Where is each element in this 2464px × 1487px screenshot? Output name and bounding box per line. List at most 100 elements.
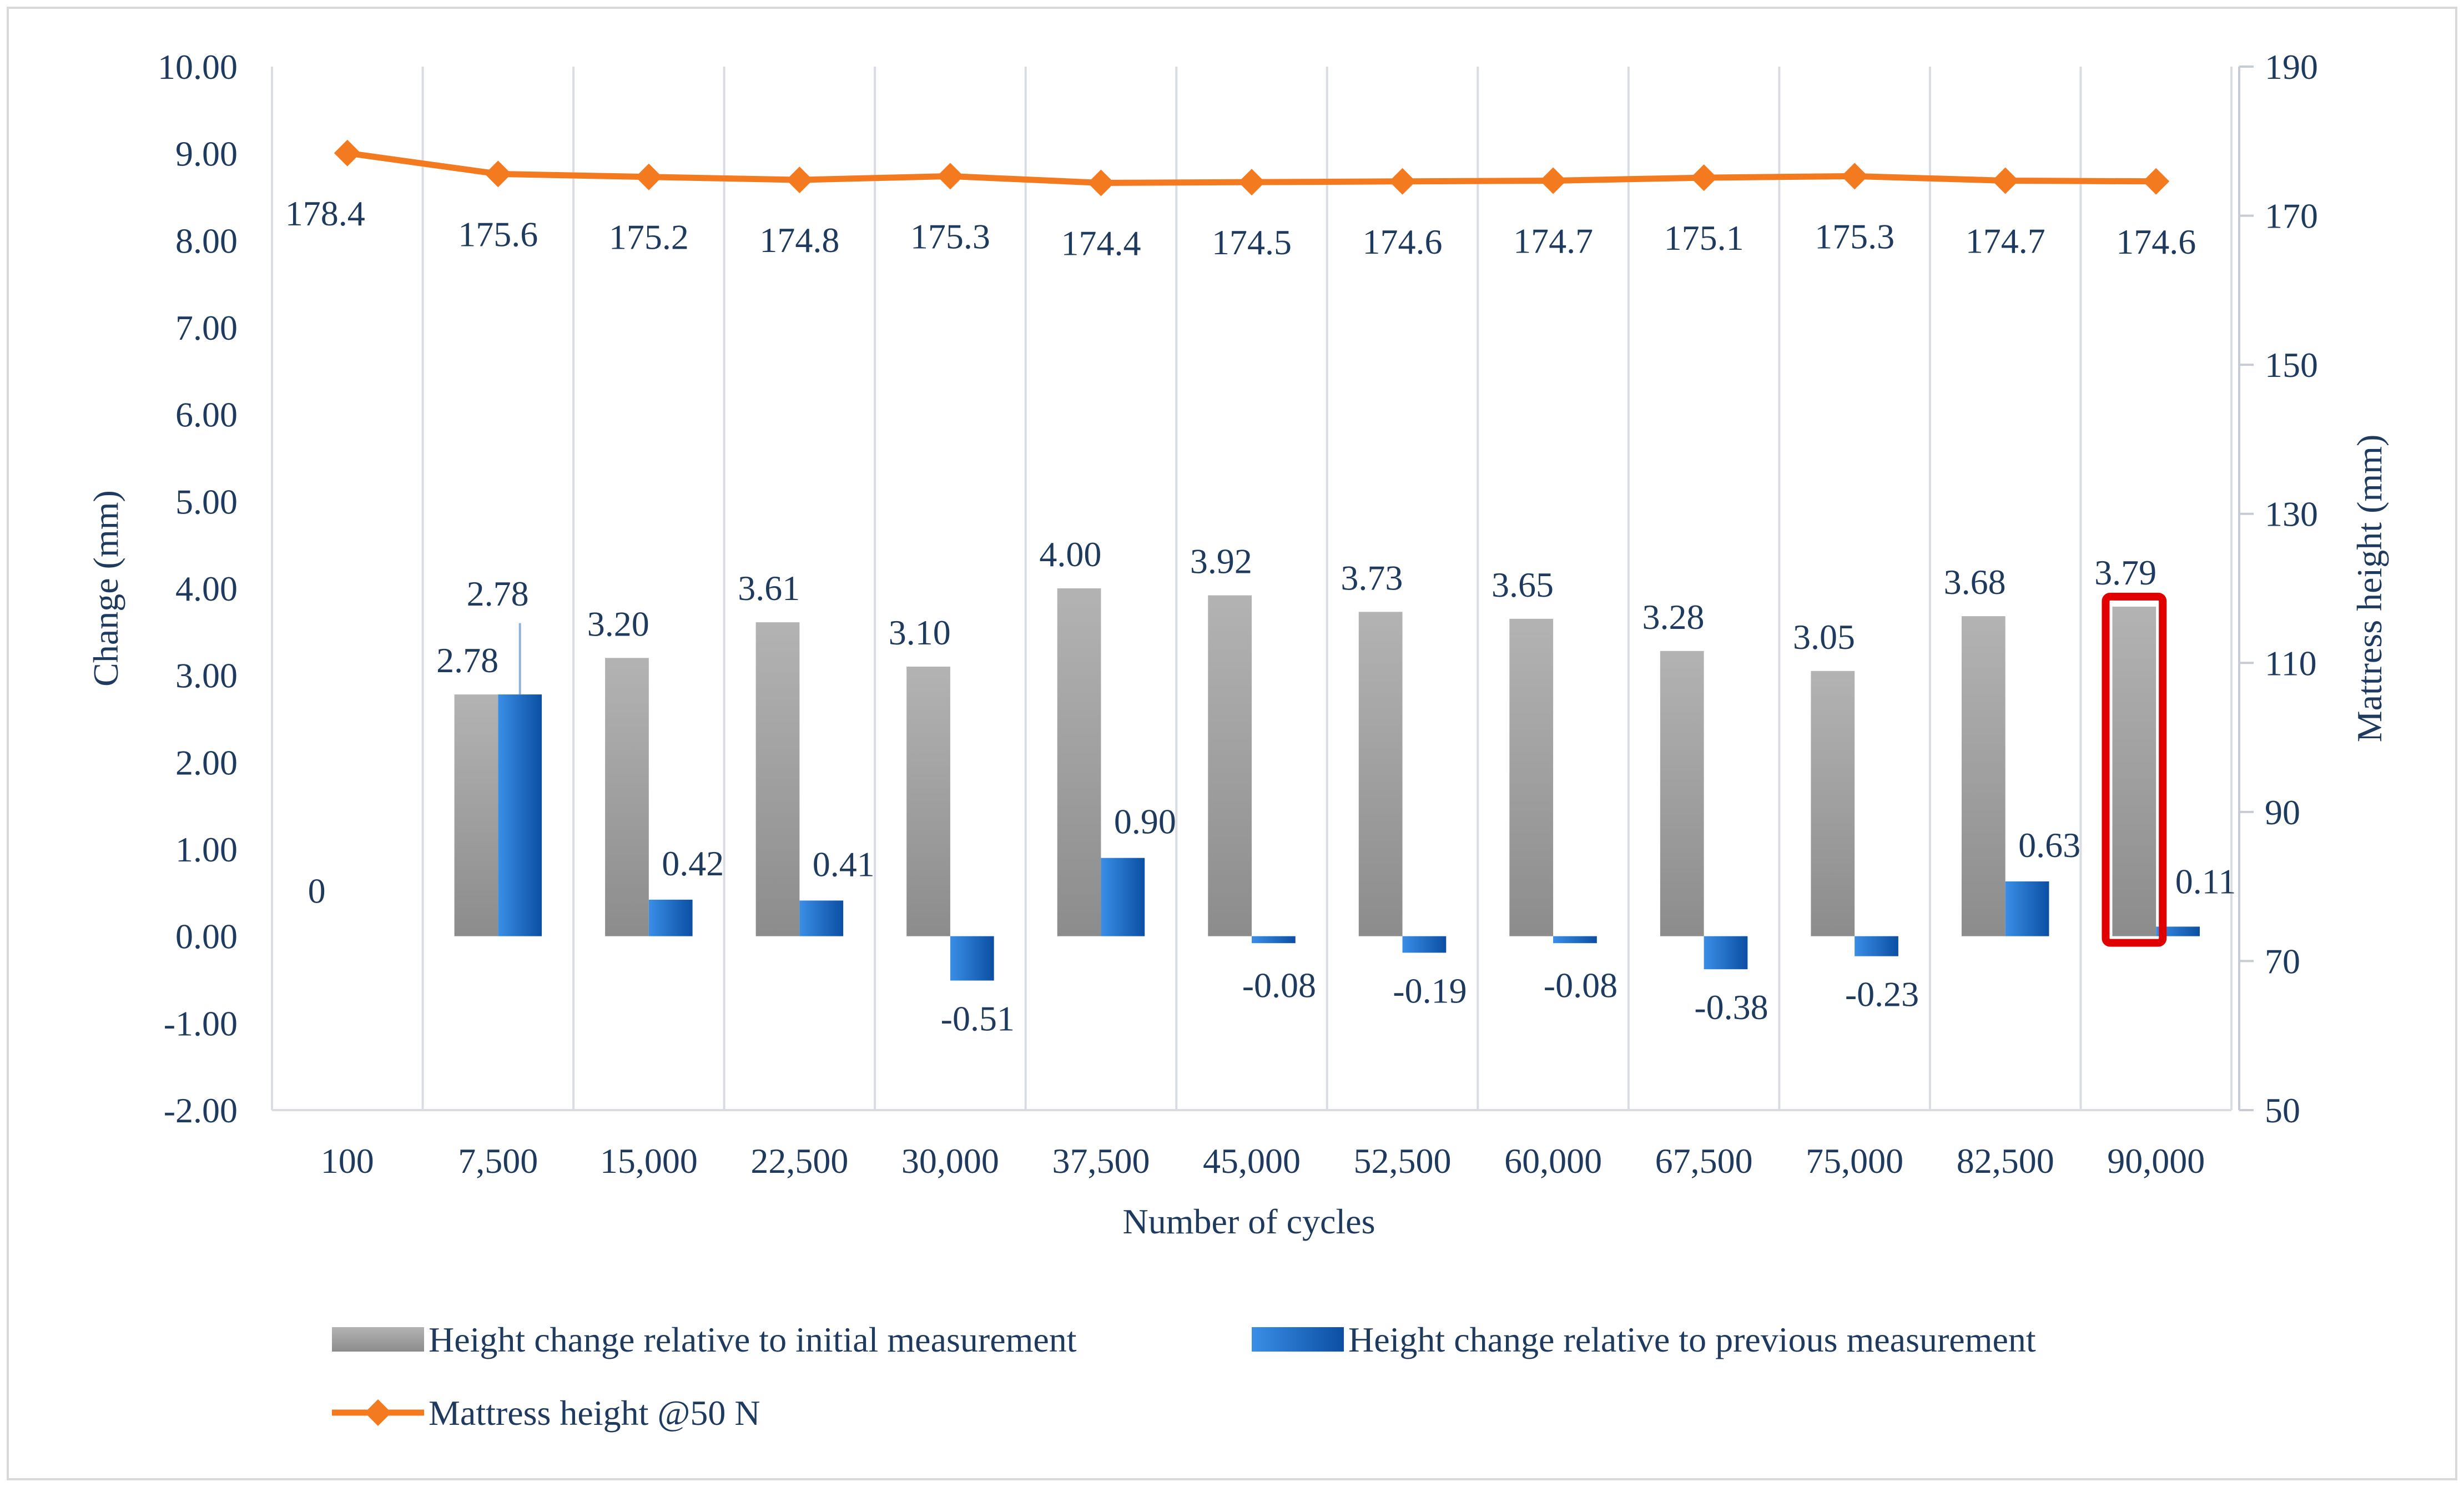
bar-initial — [1509, 618, 1554, 936]
data-label-mattress: 174.8 — [759, 220, 839, 260]
bar-previous — [1704, 936, 1748, 970]
y-tick-left: 5.00 — [175, 482, 238, 521]
x-tick: 52,500 — [1354, 1141, 1452, 1181]
x-tick: 37,500 — [1052, 1141, 1150, 1181]
point-mattress-height — [1540, 167, 1567, 194]
y-tick-left: -2.00 — [164, 1091, 238, 1130]
x-tick: 60,000 — [1504, 1141, 1602, 1181]
point-mattress-height — [1389, 168, 1416, 195]
bar-initial — [1057, 588, 1101, 936]
x-tick: 22,500 — [750, 1141, 848, 1181]
legend: Height change relative to initial measur… — [332, 1320, 2036, 1433]
bar-initial — [2112, 606, 2156, 936]
point-mattress-height — [1690, 164, 1717, 191]
line-layer — [334, 139, 2170, 196]
highlight-box — [2102, 592, 2167, 947]
bar-initial — [1358, 612, 1403, 936]
y-tick-right: 70 — [2265, 941, 2300, 981]
bar-initial — [605, 658, 649, 936]
bar-previous — [1402, 936, 1447, 953]
bar-previous — [2156, 926, 2200, 936]
x-tick: 75,000 — [1806, 1141, 1903, 1181]
point-mattress-height — [334, 139, 361, 167]
data-label-initial: 3.68 — [1944, 562, 2006, 602]
y-tick-left: 3.00 — [175, 656, 238, 695]
point-mattress-height — [786, 167, 813, 194]
data-label-previous: 0.90 — [1114, 802, 1176, 841]
data-label-initial: 3.61 — [738, 568, 800, 608]
y-tick-right: 90 — [2265, 793, 2300, 832]
bar-previous — [799, 900, 844, 936]
data-label-mattress: 175.3 — [910, 216, 990, 256]
bar-previous — [498, 694, 542, 936]
data-label-mattress: 174.5 — [1212, 223, 1292, 262]
data-label-previous: 2.78 — [467, 574, 529, 613]
x-tick: 15,000 — [600, 1141, 698, 1181]
data-label-mattress: 178.4 — [285, 194, 365, 233]
data-label-initial: 3.05 — [1793, 617, 1855, 657]
x-tick: 30,000 — [901, 1141, 999, 1181]
x-tick: 90,000 — [2107, 1141, 2205, 1181]
bar-initial — [454, 694, 498, 936]
y-tick-left: -1.00 — [164, 1004, 238, 1043]
legend-item-initial: Height change relative to initial measur… — [332, 1320, 1077, 1359]
bar-previous — [2005, 881, 2049, 936]
point-mattress-height — [1087, 169, 1115, 196]
bar-previous — [1553, 936, 1597, 944]
legend-item-previous: Height change relative to previous measu… — [1252, 1320, 2036, 1359]
data-label-mattress: 174.6 — [1363, 222, 1443, 261]
x-tick: 82,500 — [1957, 1141, 2054, 1181]
data-label-mattress: 175.2 — [609, 218, 689, 257]
bar-previous — [648, 899, 693, 936]
y-axis-right-title: Mattress height (mm) — [2350, 435, 2389, 743]
bar-initial — [755, 622, 800, 936]
bar-previous — [1252, 936, 1296, 944]
point-mattress-height — [2143, 168, 2170, 195]
bar-previous — [950, 936, 994, 981]
bar-initial — [906, 667, 950, 936]
y-tick-left: 1.00 — [175, 830, 238, 869]
x-tick: 45,000 — [1203, 1141, 1301, 1181]
point-mattress-height — [635, 163, 662, 190]
label-layer: 0 2.78 3.20 3.61 3.10 4.00 3.92 3.73 3.65 3.28 3.0… — [285, 194, 2236, 1039]
data-label-initial: 3.73 — [1341, 558, 1403, 597]
data-label-mattress: 175.3 — [1815, 216, 1894, 256]
y-tick-left: 9.00 — [175, 134, 238, 174]
data-label-mattress: 175.6 — [458, 214, 538, 254]
data-label-previous: -0.08 — [1242, 966, 1316, 1005]
data-label-previous: 0.41 — [813, 844, 875, 884]
legend-label-previous: Height change relative to previous measu… — [1348, 1320, 2036, 1359]
y-tick-right: 110 — [2265, 643, 2317, 683]
y-tick-left: 6.00 — [175, 395, 238, 435]
data-label-previous: -0.08 — [1544, 966, 1618, 1005]
y-tick-left: 8.00 — [175, 221, 238, 260]
legend-marker-mattress — [365, 1399, 391, 1426]
data-label-initial: 3.10 — [889, 613, 951, 652]
data-label-initial: 2.78 — [436, 641, 498, 680]
point-mattress-height — [936, 163, 964, 190]
bar-initial — [1208, 595, 1252, 936]
data-label-initial: 3.79 — [2094, 553, 2156, 592]
point-mattress-height — [1992, 167, 2019, 194]
bar-initial — [1961, 616, 2006, 936]
y-tick-left: 7.00 — [175, 308, 238, 347]
grid-layer — [271, 67, 2233, 1110]
legend-label-initial: Height change relative to initial measur… — [429, 1320, 1077, 1359]
y-axis-left-title: Change (mm) — [86, 490, 125, 687]
x-tick: 67,500 — [1655, 1141, 1753, 1181]
data-label-initial: 3.92 — [1190, 542, 1252, 581]
y-tick-left: 10.00 — [158, 47, 238, 87]
data-label-previous: 0.11 — [2175, 861, 2236, 901]
bar-layer — [454, 588, 2200, 981]
data-label-initial: 0 — [308, 871, 326, 911]
data-label-previous: -0.51 — [941, 999, 1015, 1039]
legend-item-mattress: Mattress height @50 N — [332, 1393, 760, 1433]
data-label-previous: 0.42 — [662, 844, 724, 883]
y-tick-right: 150 — [2265, 345, 2318, 385]
data-label-initial: 3.65 — [1491, 565, 1554, 604]
x-axis-title: Number of cycles — [1123, 1202, 1375, 1241]
y-tick-right: 130 — [2265, 495, 2318, 534]
point-mattress-height — [485, 160, 512, 188]
bar-initial — [1660, 651, 1704, 936]
